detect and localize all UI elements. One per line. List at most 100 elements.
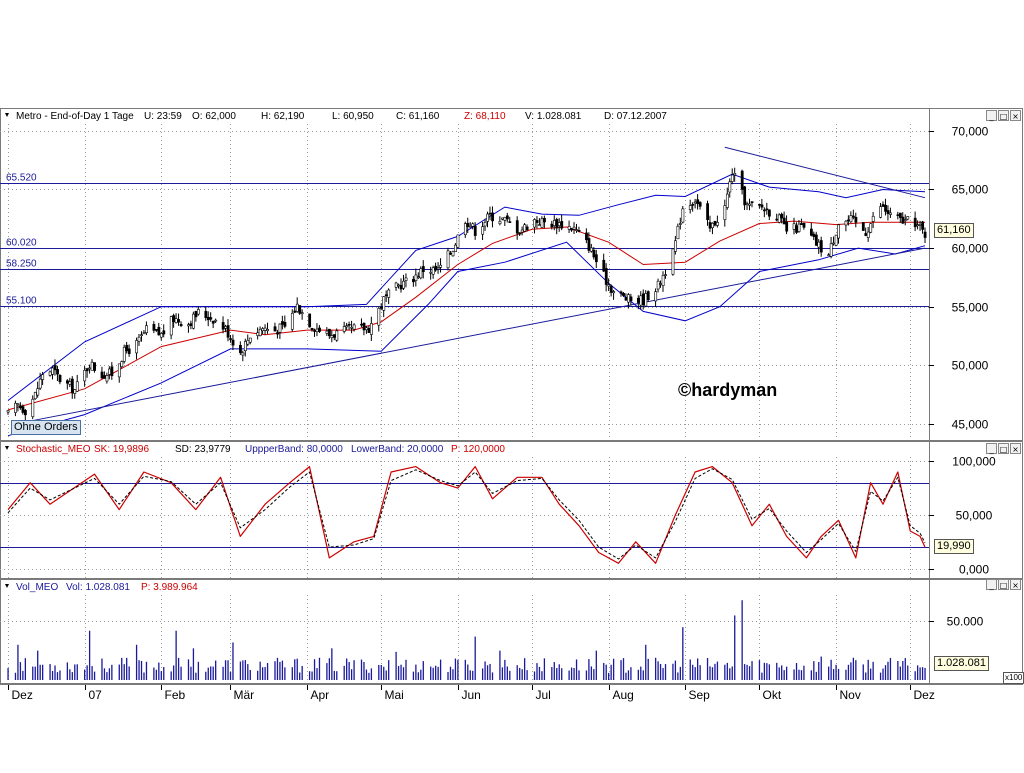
minimize-volume-pane-button[interactable]: _ (986, 579, 997, 590)
candle-body (177, 319, 181, 323)
volume-bar (793, 669, 795, 680)
volume-bar (828, 666, 830, 680)
volume-bar (86, 665, 88, 680)
volume-bar (766, 663, 768, 680)
stoch-series-sk (7, 466, 926, 564)
volume-bar (93, 671, 96, 680)
candle-body (36, 388, 40, 396)
volume-bar (523, 658, 526, 680)
candle-body (607, 284, 611, 287)
candle-body (921, 221, 925, 230)
maximize-stoch-pane-button[interactable]: □ (998, 443, 1009, 454)
volume-bar (126, 657, 128, 680)
volume-bar (447, 672, 449, 680)
volume-bar (763, 662, 766, 680)
volume-bar (486, 665, 489, 680)
candle-body (110, 366, 114, 377)
candle-body (636, 297, 640, 303)
volume-bar (608, 672, 610, 680)
candle-body (525, 226, 529, 231)
candle-body (157, 326, 161, 336)
vol-y-tick-label-0: 50.000 (947, 615, 984, 629)
candle-body (159, 333, 163, 338)
candle-body (31, 398, 35, 417)
candle-body (105, 375, 109, 382)
volume-bar (32, 666, 34, 680)
candle-body (454, 244, 457, 252)
minimize-stoch-pane-button[interactable]: _ (986, 443, 997, 454)
volume-bar (360, 659, 363, 680)
overlay-moving-average (7, 220, 925, 411)
x-tick-label-8: Aug (613, 688, 634, 702)
volume-scale-badge[interactable]: x100 (1003, 672, 1024, 684)
maximize-volume-pane-button[interactable]: □ (998, 579, 1009, 590)
volume-bar (34, 666, 36, 680)
candle-body (817, 241, 821, 248)
candle-body (394, 282, 398, 288)
candle-body (456, 234, 460, 248)
candle-body (263, 327, 267, 331)
candle-body (276, 332, 279, 335)
price-y-tick-label-3: 60,000 (952, 242, 989, 256)
candle-body (229, 338, 232, 340)
volume-bar (294, 659, 296, 680)
close-price-pane-button[interactable]: × (1010, 110, 1021, 121)
close-stoch-pane-button[interactable]: × (1010, 443, 1021, 454)
candle-body (491, 212, 494, 222)
volume-bar (729, 668, 731, 680)
candle-body (716, 222, 719, 226)
volume-bar (71, 672, 73, 680)
volume-bar (899, 666, 901, 680)
x-tick-label-9: Sep (689, 688, 711, 702)
volume-bar (541, 671, 543, 680)
candle-body (137, 336, 141, 342)
maximize-price-pane-button[interactable]: □ (998, 110, 1009, 121)
volume-bar (610, 664, 612, 680)
candle-body (767, 209, 771, 217)
candle-body (362, 322, 366, 331)
volume-bar (19, 662, 22, 680)
volume-bar (266, 663, 269, 680)
candle-body (75, 381, 79, 392)
volume-bar (558, 664, 560, 680)
volume-bar (7, 668, 9, 680)
minimize-price-pane-button[interactable]: _ (986, 110, 997, 121)
volume-bar (521, 669, 523, 680)
volume-bar (170, 671, 172, 680)
candle-body (83, 370, 87, 382)
candle-body (318, 327, 321, 332)
volume-bar (37, 650, 39, 680)
volume-bar (919, 667, 921, 680)
volume-bar (585, 670, 588, 680)
candle-body (209, 317, 213, 320)
candle-body (281, 321, 284, 325)
candle-body (849, 215, 853, 223)
volume-bars-group (7, 600, 926, 680)
candle-body (466, 222, 470, 227)
volume-bar (313, 659, 316, 680)
candle-body (342, 326, 346, 332)
volume-bar (699, 665, 701, 680)
volume-bar (810, 670, 813, 680)
volume-bar (724, 664, 726, 680)
volume-bar (870, 668, 872, 680)
candle-body (382, 296, 386, 311)
close-volume-pane-button[interactable]: × (1010, 579, 1021, 590)
volume-bar (118, 664, 120, 680)
volume-bar (781, 665, 783, 680)
volume-bar (731, 666, 733, 680)
volume-bar (108, 668, 111, 680)
candle-body (918, 224, 922, 226)
volume-bar (160, 671, 162, 680)
candle-body (785, 221, 789, 232)
volume-bar (640, 666, 642, 680)
volume-bar (657, 661, 659, 680)
volume-bar (365, 669, 368, 680)
candle-body (145, 325, 148, 334)
volume-bar (76, 664, 78, 680)
ohne-orders-button[interactable]: Ohne Orders (11, 420, 81, 435)
volume-bar (155, 669, 158, 680)
volume-bar (590, 666, 593, 680)
volume-bar (882, 668, 884, 680)
price-y-tick-label-4: 65,000 (952, 183, 989, 197)
